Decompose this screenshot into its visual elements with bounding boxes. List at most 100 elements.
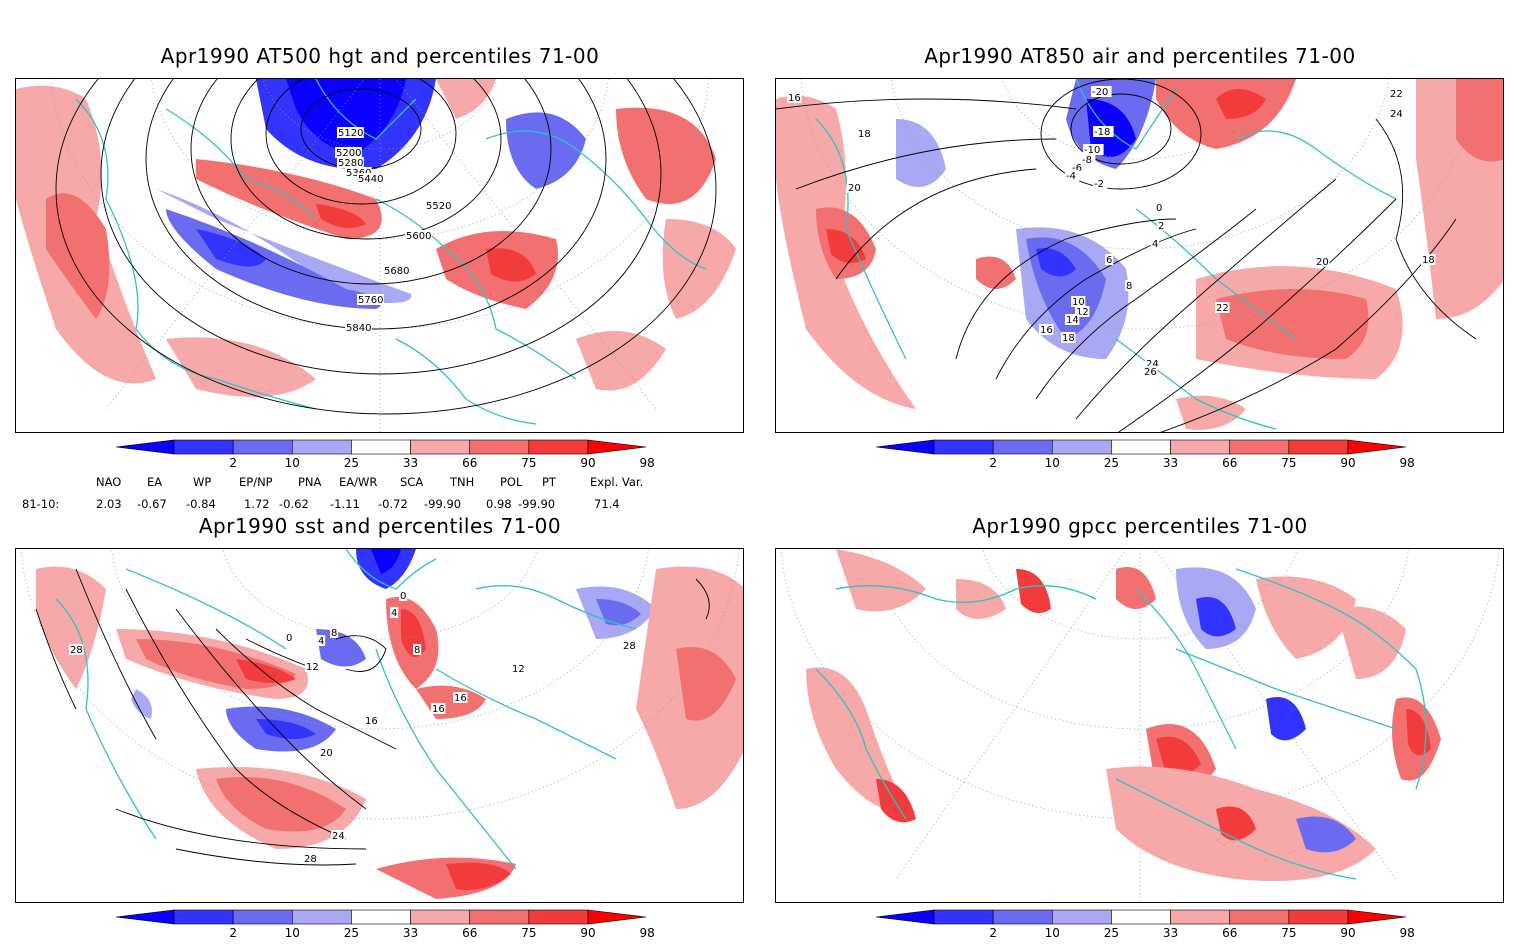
index-value-tnh: -99.90: [424, 497, 462, 511]
colorbar-tick-label: 33: [402, 926, 419, 940]
index-value-pt: -99.90: [518, 497, 556, 511]
contour-label: 24: [1146, 359, 1159, 370]
contour-label: 5600: [406, 231, 431, 242]
contour-label: 28: [70, 645, 83, 656]
contour-label: 4: [318, 636, 324, 647]
contour-label-bg: [1065, 170, 1080, 181]
index-header-ea: EA: [147, 475, 163, 489]
colorbar-low-arrow: [115, 909, 175, 925]
contour-label: 5840: [346, 323, 371, 334]
contour-label: 16: [365, 716, 378, 727]
contour-label: 0: [1156, 203, 1162, 214]
contour-label: 18: [858, 129, 871, 140]
contour-label-bg: [453, 692, 468, 703]
colorbar-graphic: [875, 909, 1407, 925]
index-value-pna: -0.62: [279, 497, 309, 511]
panel-title-2: Apr1990 AT850 air and percentiles 71-00: [924, 44, 1356, 68]
contour-label: 5520: [426, 201, 451, 212]
map-gpcc: [780, 549, 1500, 902]
colorbar-tick-label: 25: [343, 456, 360, 470]
contour-label-bg: [1083, 144, 1104, 155]
colorbar-tick-label: 98: [1399, 926, 1415, 940]
contour-label-bg: [399, 590, 408, 601]
contour-label: 18: [1062, 333, 1075, 344]
colorbar-tick-label: 33: [1162, 456, 1179, 470]
colorbar-segment: [173, 909, 234, 925]
colorbar-bottom-right: 2 10 25 33 66 75 90 98: [875, 909, 1415, 945]
contour-label: 5440: [358, 174, 383, 185]
contour-label-bg: [1071, 296, 1086, 307]
contour-label-bg: [1389, 108, 1404, 119]
contour-label-bg: [1093, 178, 1108, 189]
contour-label: 24: [1390, 109, 1403, 120]
contour-label: -18: [1094, 127, 1110, 138]
colorbar-low-arrow: [875, 439, 935, 455]
contour-label-bg: [345, 167, 372, 178]
contour-label: 5760: [358, 295, 383, 306]
contour-label-bg: [1105, 254, 1114, 265]
colorbar-segment: [1170, 439, 1231, 455]
colorbar-segment: [469, 439, 530, 455]
contour-label-bg: [413, 644, 422, 655]
colorbar-segment: [1229, 439, 1290, 455]
contour-label-bg: [1421, 254, 1436, 265]
panel-title-4: Apr1990 gpcc percentiles 71-00: [972, 514, 1308, 538]
map-panel-hgt500: 5120520052805360544055205600568057605840: [15, 78, 744, 433]
contour-label-bg: [1145, 358, 1160, 369]
colorbar-bottom-left: 2 10 25 33 66 75 90 98: [115, 909, 655, 945]
index-value-pol: 0.98: [486, 497, 512, 511]
colorbar-graphic: [115, 439, 647, 455]
index-header-pol: POL: [500, 475, 523, 489]
colorbar-segment: [1170, 909, 1231, 925]
contour-label-bg: [431, 703, 446, 714]
colorbar-segment: [528, 439, 589, 455]
contour-label: 0: [400, 591, 406, 602]
contour-label: 28: [304, 854, 317, 865]
colorbar-segment: [528, 909, 589, 925]
colorbar-segment: [1288, 439, 1349, 455]
colorbar-tick-label: 33: [402, 456, 419, 470]
index-value-epnp: 1.72: [244, 497, 270, 511]
contour-label-bg: [857, 128, 872, 139]
colorbar-tick-label: 2: [989, 926, 997, 940]
contour-label: -4: [1066, 171, 1076, 182]
contour-label: 8: [331, 628, 337, 639]
colorbar-segment: [469, 909, 530, 925]
colorbar-segment: [1111, 439, 1171, 455]
contour-label-bg: [1157, 220, 1166, 231]
colorbar-high-arrow: [587, 909, 647, 925]
colorbar-graphic: [115, 909, 647, 925]
contour-label-bg: [1075, 306, 1090, 317]
colorbar-tick-label: 10: [284, 926, 300, 940]
contour-label-bg: [1093, 126, 1114, 137]
colorbar-tick-label: 66: [1222, 456, 1238, 470]
colorbar-tick-label: 90: [1340, 456, 1356, 470]
index-value-eawr: -1.11: [330, 497, 360, 511]
index-value-sca: -0.72: [378, 497, 408, 511]
contour-label: 5120: [338, 128, 363, 139]
contour-labels: 161820-20-18-10-8-6-4-202468101214161822…: [787, 86, 1436, 378]
map-panel-air850: 16 18 20 -20 -18 -10 -8 -6 -4 -2 0 2 4 6 8 10 12 14 16 18 22…: [775, 78, 1504, 433]
contour-label: 20: [320, 748, 333, 759]
contour-label: 8: [1126, 281, 1132, 292]
colorbar-low-arrow: [875, 909, 935, 925]
panel-title-3: Apr1990 sst and percentiles 71-00: [198, 514, 562, 538]
contour-label: 4: [391, 608, 397, 619]
contour-label: 10: [1072, 297, 1085, 308]
colorbar-tick-label: 75: [521, 926, 537, 940]
contour-label: 12: [512, 664, 525, 675]
contour-label: -2: [1094, 179, 1104, 190]
colorbar-tick-label: 90: [1340, 926, 1356, 940]
map-panel-sst: 28 0 4 8 12 16 20 24 28 0 4 8 16 16 12 28: [15, 548, 744, 903]
contour-label: 4: [1152, 239, 1158, 250]
contour-label: 26: [1144, 367, 1157, 378]
colorbar-segment: [232, 439, 293, 455]
contour-label-bg: [390, 607, 399, 618]
colorbar-top-left: 2 10 25 33 66 75 90 98: [115, 439, 655, 475]
contour-label: -8: [1082, 155, 1092, 166]
contour-label: -20: [1092, 87, 1108, 98]
contour-label-bg: [1125, 280, 1134, 291]
colorbar-segment: [992, 439, 1053, 455]
colorbar-tick-label: 10: [1044, 456, 1060, 470]
contour-labels: 5120520052805360544055205600568057605840: [335, 127, 452, 334]
